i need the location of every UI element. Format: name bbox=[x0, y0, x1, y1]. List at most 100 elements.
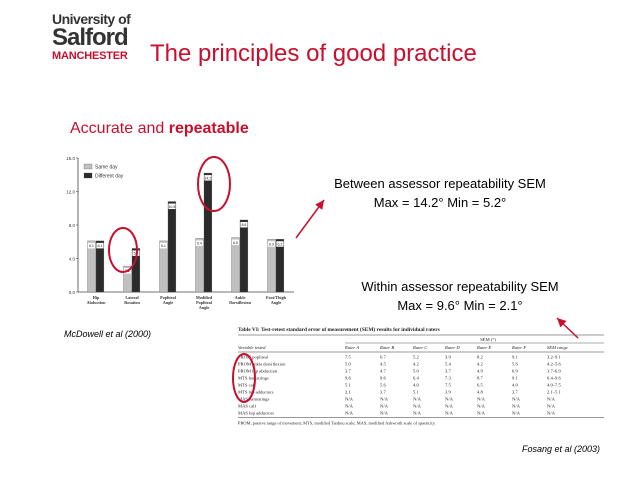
data-label: 14.2 bbox=[204, 176, 211, 180]
category-label: Popliteal bbox=[160, 295, 177, 300]
legend-label: Same day bbox=[95, 165, 118, 171]
category-label: Ankle bbox=[235, 295, 246, 300]
y-tick-label: 16.0 bbox=[66, 156, 75, 161]
table-cell: N/A bbox=[413, 404, 422, 409]
table-cell: 4.2 bbox=[413, 362, 419, 367]
table-title: Table VI: Test-retest standard error of … bbox=[238, 326, 440, 333]
table-cell: 8.7 bbox=[477, 376, 483, 381]
table-cell: 5.1 bbox=[413, 390, 419, 395]
table-cell: N/A bbox=[512, 397, 521, 402]
table-cell: N/A bbox=[345, 411, 354, 416]
bar bbox=[87, 240, 96, 293]
logo-line-3: MANCHESTER bbox=[52, 50, 128, 62]
chart-citation: McDowell et al (2000) bbox=[64, 329, 152, 339]
bar bbox=[203, 172, 213, 293]
table-cell: 4.9 bbox=[477, 369, 483, 374]
table-cell: N/A bbox=[477, 404, 486, 409]
table-cell: 3.9 bbox=[445, 390, 451, 395]
legend-swatch bbox=[83, 172, 93, 179]
table-cell: N/A bbox=[477, 397, 486, 402]
bar bbox=[239, 219, 249, 293]
table-cell: MAS hip adductors bbox=[238, 411, 274, 416]
category-label: Popliteal bbox=[196, 300, 213, 305]
y-tick-label: 8.0 bbox=[69, 223, 76, 228]
table-cell: N/A bbox=[413, 397, 422, 402]
table-units-header: SEM (°) bbox=[480, 337, 496, 342]
data-label-bg bbox=[87, 242, 95, 249]
data-label: 3.1 bbox=[125, 269, 130, 273]
category-label: Angle bbox=[199, 305, 210, 310]
table-cell: N/A bbox=[445, 411, 454, 416]
table-cell: 6.4–9.6 bbox=[547, 376, 561, 381]
table-cell: 3.7–6.9 bbox=[547, 369, 561, 374]
table-cell: N/A bbox=[547, 397, 556, 402]
table-cell: MTS hip adductors bbox=[238, 390, 274, 395]
table-cell: 9.1 bbox=[512, 355, 518, 360]
table-cell: 4.5 bbox=[380, 362, 386, 367]
data-label: 6.4 bbox=[197, 242, 202, 246]
table-column-header: Rater E bbox=[476, 345, 491, 350]
table-cell: N/A bbox=[477, 411, 486, 416]
table-cell: 5.2 bbox=[413, 355, 419, 360]
data-label: 6.3 bbox=[269, 242, 274, 246]
table-cell: N/A bbox=[512, 404, 521, 409]
table-cell: 5.4 bbox=[445, 362, 451, 367]
table-cell: 4.8 bbox=[477, 390, 483, 395]
table-cell: PROM ankle dorsiflexion bbox=[238, 362, 286, 367]
table-cell: N/A bbox=[380, 404, 389, 409]
data-label: 6.3 bbox=[277, 242, 282, 246]
category-label: Abduction bbox=[87, 300, 107, 305]
table-cell: 6.5 bbox=[477, 383, 483, 388]
table-cell: N/A bbox=[547, 411, 556, 416]
table-cell: N/A bbox=[445, 397, 454, 402]
table-cell: MAS calf bbox=[238, 404, 256, 409]
sem-table: Table VI: Test-retest standard error of … bbox=[238, 326, 604, 427]
table-cell: 5.6 bbox=[380, 383, 386, 388]
table-cell: 9.6 bbox=[345, 376, 351, 381]
table-cell: 3.7 bbox=[512, 390, 518, 395]
data-label: 10.8 bbox=[168, 205, 175, 209]
table-cell: PROM popliteal bbox=[238, 355, 269, 360]
between-line-1: Between assessor repeatability SEM bbox=[334, 176, 546, 191]
table-column-header: SEM range bbox=[547, 345, 568, 350]
table-cell: 5.0 bbox=[413, 369, 419, 374]
data-label-bg bbox=[276, 241, 284, 247]
table-column-header: Variable tested bbox=[238, 345, 266, 350]
data-label-bg bbox=[195, 240, 203, 246]
data-label-bg bbox=[240, 221, 248, 228]
bar bbox=[167, 201, 177, 293]
table-footnote: PROM, passive range of movement; MTS, mo… bbox=[238, 421, 436, 427]
data-label: 6.1 bbox=[89, 244, 94, 248]
table-cell: 4.0 bbox=[413, 383, 419, 388]
table-cell: PROM hip abduction bbox=[238, 369, 278, 374]
within-line-2: Max = 9.6° Min = 2.1° bbox=[397, 298, 523, 313]
logo-line-2: Salford bbox=[52, 24, 129, 51]
table-cell: N/A bbox=[380, 397, 389, 402]
table-cell: 3.7 bbox=[380, 390, 386, 395]
table-cell: 5.0 bbox=[345, 362, 351, 367]
table-column-header: Rater B bbox=[379, 345, 394, 350]
table-cell: 9.1 bbox=[512, 376, 518, 381]
category-label: Hip bbox=[93, 295, 100, 300]
table-column-header: Rater D bbox=[444, 345, 460, 350]
data-label: 5.2 bbox=[133, 252, 138, 256]
legend-label: Different day bbox=[95, 174, 124, 180]
category-label: Lateral bbox=[125, 295, 139, 300]
table-cell: 3.9 bbox=[445, 355, 451, 360]
subtitle-part-1: Accurate and bbox=[70, 120, 169, 137]
table-cell: 4.2–5.6 bbox=[547, 362, 561, 367]
subtitle-part-2: repeatable bbox=[168, 120, 249, 137]
table-cell: 2.1 bbox=[345, 390, 351, 395]
logo-line-1: University of bbox=[52, 11, 131, 27]
table-cell: 6.7 bbox=[380, 355, 386, 360]
table-column-header: Rater C bbox=[412, 345, 428, 350]
data-label-bg bbox=[267, 241, 275, 247]
between-line-2: Max = 14.2° Min = 5.2° bbox=[373, 195, 507, 210]
table-column-header: Rater A bbox=[344, 345, 359, 350]
table-cell: N/A bbox=[512, 411, 521, 416]
within-line-1: Within assessor repeatability SEM bbox=[361, 279, 559, 294]
table-cell: 4.0–7.5 bbox=[547, 383, 561, 388]
y-tick-label: 0.0 bbox=[69, 290, 76, 295]
table-cell: N/A bbox=[380, 411, 389, 416]
table-cell: 6.9 bbox=[512, 369, 518, 374]
